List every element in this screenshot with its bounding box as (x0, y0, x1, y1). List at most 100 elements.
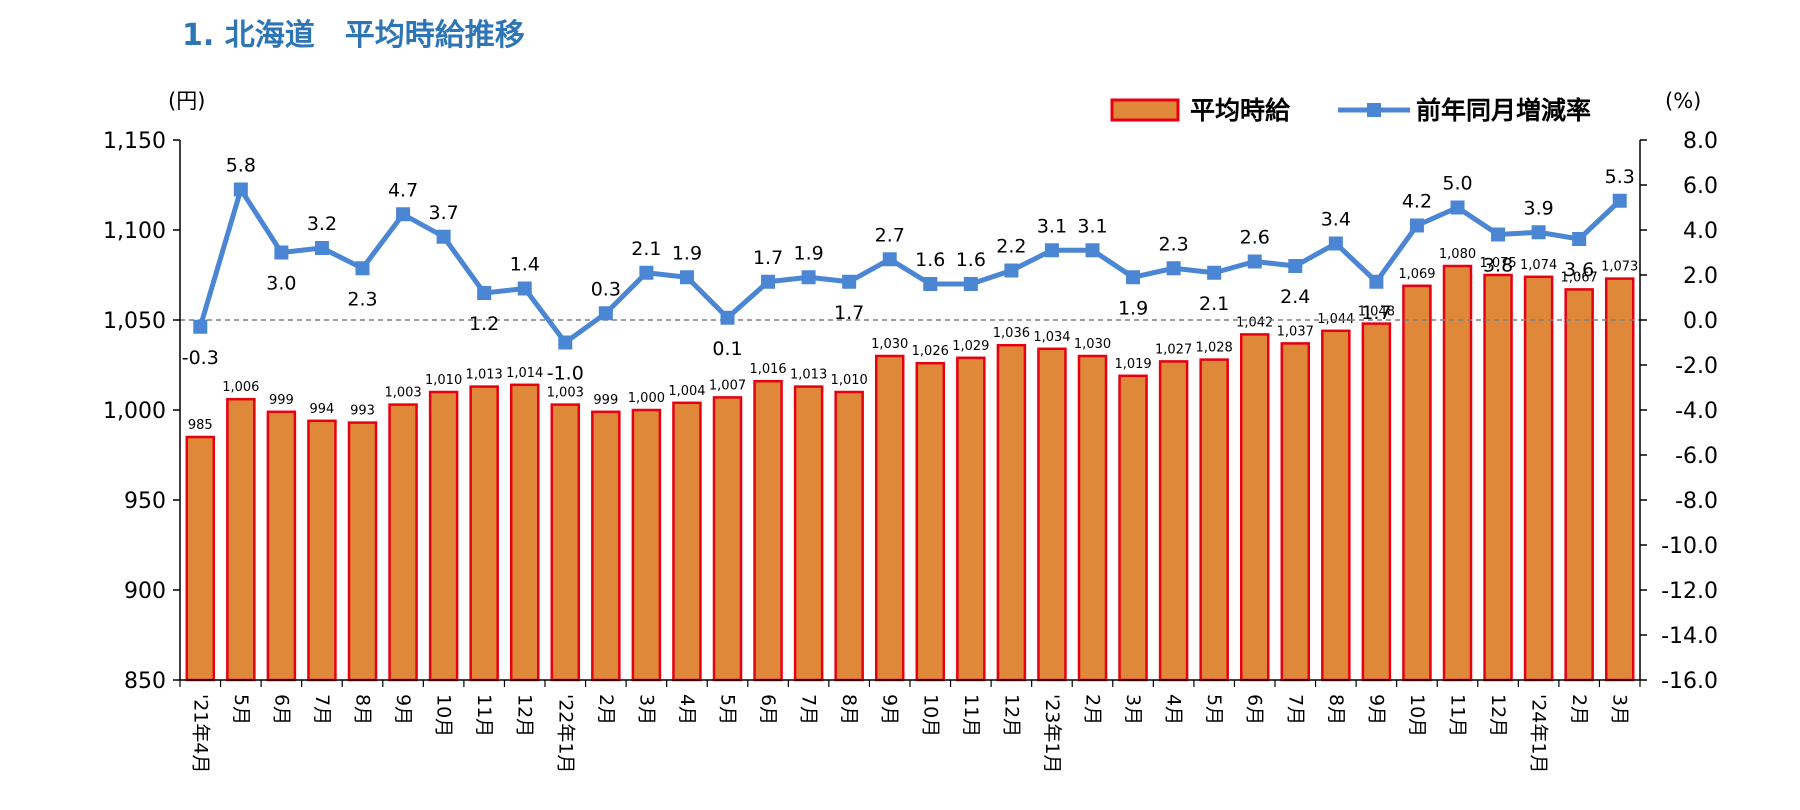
bar (509, 383, 540, 682)
growth-rate-marker (679, 270, 694, 285)
x-axis-category-label: 11月 (1447, 694, 1469, 737)
bar-value-label: 1,003 (547, 386, 584, 401)
growth-rate-label: 3.2 (307, 213, 337, 235)
bar (874, 354, 905, 682)
x-axis-category-label: 10月 (1406, 694, 1428, 737)
growth-rate-label: 2.1 (631, 238, 661, 260)
bar-value-label: 1,069 (1398, 267, 1435, 282)
bar (996, 343, 1027, 682)
right-axis-tick-label: -10.0 (1661, 534, 1718, 559)
growth-rate-marker (1085, 243, 1100, 258)
growth-rate-label: 3.1 (1037, 215, 1067, 237)
right-axis-tick-label: -8.0 (1675, 489, 1718, 514)
bar (793, 385, 824, 682)
bar-value-label: 999 (593, 393, 618, 408)
growth-rate-marker (720, 310, 735, 325)
bar-value-label: 1,037 (1277, 324, 1314, 339)
growth-rate-marker (1328, 236, 1343, 251)
x-axis-category-label: 6月 (270, 694, 292, 725)
growth-rate-marker (355, 261, 370, 276)
bar (834, 390, 864, 682)
x-axis-category-label: 3月 (1122, 694, 1144, 725)
bar (428, 390, 459, 682)
legend-line-marker (1367, 103, 1381, 117)
right-axis-tick-label: -6.0 (1675, 444, 1718, 469)
growth-rate-label: 1.9 (794, 242, 824, 264)
bar (1483, 273, 1513, 682)
right-axis-tick-label: -4.0 (1675, 399, 1718, 424)
growth-rate-label: 1.2 (469, 313, 499, 335)
x-axis-category-label: 2月 (595, 694, 617, 725)
right-axis-tick-label: 2.0 (1683, 264, 1718, 289)
growth-rate-label: 2.2 (996, 236, 1026, 258)
x-axis-category-label: 9月 (1365, 694, 1387, 725)
growth-rate-label: 3.4 (1321, 209, 1351, 231)
bar-value-label: 1,000 (628, 391, 665, 406)
bar (307, 419, 337, 682)
growth-rate-label: 1.9 (672, 242, 702, 264)
growth-rate-marker (882, 252, 897, 267)
bar (956, 356, 986, 682)
bar (1604, 277, 1635, 682)
x-axis-category-label: 7月 (1284, 694, 1306, 725)
growth-rate-label: 3.9 (1524, 197, 1554, 219)
bar-value-label: 1,013 (790, 368, 827, 383)
x-axis-category-label: 4月 (1163, 694, 1185, 725)
legend-line-label: 前年同月増減率 (1416, 96, 1591, 125)
growth-rate-marker (1247, 254, 1262, 269)
x-axis-category-label: 8月 (838, 694, 860, 725)
growth-rate-marker (842, 274, 857, 289)
bar (347, 421, 378, 682)
growth-rate-label: 2.1 (1199, 293, 1229, 315)
growth-rate-label: 0.1 (712, 338, 742, 360)
x-axis-category-label: 10月 (433, 694, 455, 737)
growth-rate-marker (396, 207, 411, 222)
growth-rate-marker (193, 319, 208, 334)
growth-rate-marker (1450, 200, 1465, 215)
x-axis-category-label: 2月 (1082, 694, 1104, 725)
left-axis-tick-label: 850 (124, 669, 166, 694)
x-axis-category-label: 11月 (473, 694, 495, 737)
right-axis-tick-label: -12.0 (1661, 579, 1718, 604)
bar-value-label: 1,034 (1033, 330, 1070, 345)
growth-rate-label: 1.6 (915, 249, 945, 271)
bar-value-label: 1,010 (425, 373, 462, 388)
growth-rate-label: 3.7 (429, 202, 459, 224)
growth-rate-label: 3.6 (1564, 259, 1594, 281)
left-axis-tick-label: 1,100 (103, 219, 166, 244)
bar (1118, 374, 1148, 682)
bar (1037, 347, 1067, 682)
growth-rate-label: 5.8 (226, 155, 256, 177)
bar-value-label: 1,074 (1520, 258, 1557, 273)
growth-rate-marker (801, 270, 816, 285)
growth-rate-marker (1572, 232, 1587, 246)
right-axis-tick-label: 8.0 (1683, 129, 1718, 154)
growth-rate-marker (233, 182, 248, 197)
growth-rate-marker (761, 274, 776, 289)
bar-value-label: 1,080 (1439, 247, 1476, 262)
x-axis-category-label: 12月 (1487, 694, 1509, 737)
bar (591, 410, 621, 682)
growth-rate-label: 2.6 (1240, 227, 1270, 249)
bar-value-label: 1,075 (1479, 256, 1516, 271)
growth-rate-marker (477, 286, 492, 300)
left-axis-tick-label: 1,000 (103, 399, 166, 424)
growth-rate-label: -1.0 (547, 363, 584, 385)
bar (1564, 288, 1594, 682)
x-axis-category-label: '22年1月 (554, 694, 576, 774)
growth-rate-marker (1044, 243, 1059, 258)
growth-rate-marker (558, 335, 573, 350)
bar (1321, 329, 1351, 682)
growth-rate-marker (963, 277, 978, 291)
growth-rate-label: 3.1 (1077, 215, 1107, 237)
bar-value-label: 993 (350, 404, 375, 419)
growth-rate-marker (1491, 227, 1506, 242)
growth-rate-marker (1207, 265, 1222, 280)
x-axis-category-label: 2月 (1568, 694, 1590, 725)
growth-rate-label: 2.7 (875, 224, 905, 246)
bar (226, 397, 256, 682)
growth-rate-marker (436, 229, 451, 244)
growth-rate-marker (1531, 225, 1546, 240)
right-axis-tick-label: -14.0 (1661, 624, 1718, 649)
